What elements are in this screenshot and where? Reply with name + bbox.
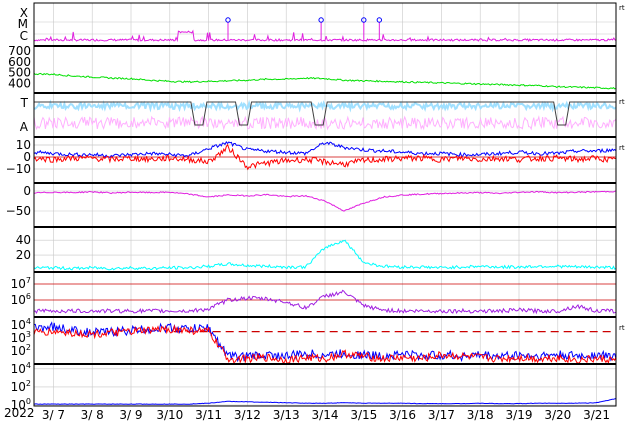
- xray-flare-marker: [376, 17, 383, 23]
- right-marker: rt: [619, 144, 625, 152]
- density-series: [33, 239, 617, 271]
- density-tick: 40: [16, 233, 31, 247]
- year-label: 2022: [4, 406, 35, 420]
- x-tick-label: 3/20: [544, 408, 571, 422]
- xray-flare-marker: [361, 17, 367, 23]
- proton-series-red: [33, 324, 617, 365]
- proton-tick: 103: [11, 330, 31, 345]
- electron-series: [34, 99, 617, 113]
- electron-tick-a: A: [20, 120, 29, 134]
- electron-series-alt: [33, 115, 617, 131]
- x-tick-label: 3/11: [195, 408, 222, 422]
- x-tick-label: 3/18: [467, 408, 494, 422]
- x-tick-label: 3/14: [312, 408, 339, 422]
- x-tick-label: 3/21: [583, 408, 610, 422]
- right-marker: rt: [619, 98, 625, 106]
- x-tick-label: 3/13: [273, 408, 300, 422]
- density-tick: 20: [16, 248, 31, 262]
- xray-flare-marker: [225, 17, 231, 23]
- x-tick-label: 3/10: [156, 408, 183, 422]
- phi-series: [33, 190, 617, 212]
- xray-tick-x: X: [20, 6, 28, 20]
- right-marker: rt: [619, 324, 625, 332]
- x-tick-label: 3/15: [350, 408, 377, 422]
- magnetometer-series: [33, 72, 617, 90]
- electron-tick-t: T: [20, 96, 29, 110]
- flux-tick: 104: [11, 361, 31, 376]
- proton-tick: 102: [11, 343, 31, 358]
- mag-tick-600: 600: [8, 55, 31, 69]
- speed-tick: 107: [11, 276, 31, 291]
- flux-series: [33, 398, 617, 405]
- x-tick-label: 3/ 8: [81, 408, 104, 422]
- bz-series-blue: [33, 140, 617, 159]
- flux-tick: 102: [11, 379, 31, 394]
- phi-tick: −50: [6, 204, 31, 218]
- xray-flare-marker: [318, 17, 324, 23]
- x-tick-label: 3/17: [428, 408, 455, 422]
- xray-tick-c: C: [20, 29, 28, 43]
- mag-tick-700: 700: [8, 44, 31, 58]
- bz-series-red: [33, 143, 617, 171]
- flux-tick: 100: [11, 397, 31, 412]
- proton-tick: 104: [11, 317, 31, 332]
- x-tick-label: 3/ 9: [119, 408, 142, 422]
- bz-tick: −10: [6, 162, 31, 176]
- x-tick-label: 3/ 7: [42, 408, 65, 422]
- xray-tick-m: M: [18, 17, 28, 31]
- x-tick-label: 3/19: [506, 408, 533, 422]
- bz-tick: 0: [23, 150, 31, 164]
- mag-tick-400: 400: [8, 76, 31, 90]
- x-tick-label: 3/12: [234, 408, 261, 422]
- speed-tick: 106: [11, 292, 31, 307]
- right-marker: rt: [619, 4, 625, 12]
- xray-series: [33, 29, 617, 43]
- eclipse-line: [34, 101, 616, 126]
- phi-tick: 0: [23, 184, 31, 198]
- bz-tick: 10: [16, 138, 31, 152]
- mag-tick-500: 500: [8, 66, 31, 80]
- speed-series: [33, 289, 617, 315]
- x-tick-label: 3/16: [389, 408, 416, 422]
